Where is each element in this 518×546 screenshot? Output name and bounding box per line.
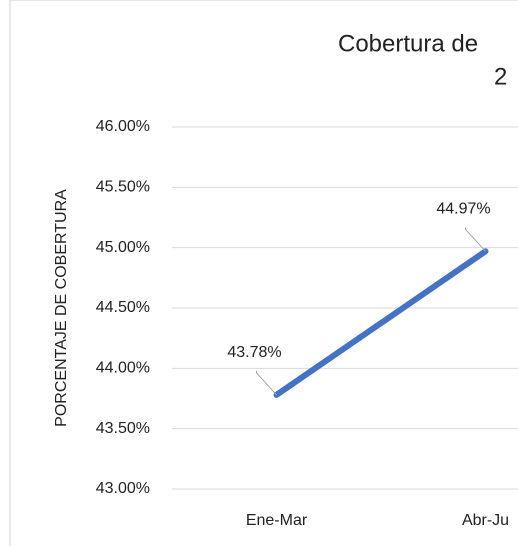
chart-border [9,0,518,546]
x-tick-label: Abr-Ju [462,512,509,529]
y-tick-label: 45.50% [96,179,150,196]
y-axis-label: PORCENTAJE DE COBERTURA [53,189,70,427]
data-label: 44.97% [436,201,490,218]
leader-line [256,370,277,396]
y-tick-label: 43.50% [96,420,150,437]
chart-title: 2 [494,63,507,90]
y-tick-label: 46.00% [96,118,150,135]
y-tick-label: 43.00% [96,480,150,497]
x-tick-label: Ene-Mar [246,512,308,529]
leader-line [465,227,486,252]
data-line [273,248,489,398]
y-tick-label: 45.00% [96,239,150,256]
data-label: 43.78% [227,344,281,361]
y-tick-label: 44.50% [96,299,150,316]
y-tick-label: 44.00% [96,360,150,377]
chart-title: Cobertura de [338,30,478,57]
